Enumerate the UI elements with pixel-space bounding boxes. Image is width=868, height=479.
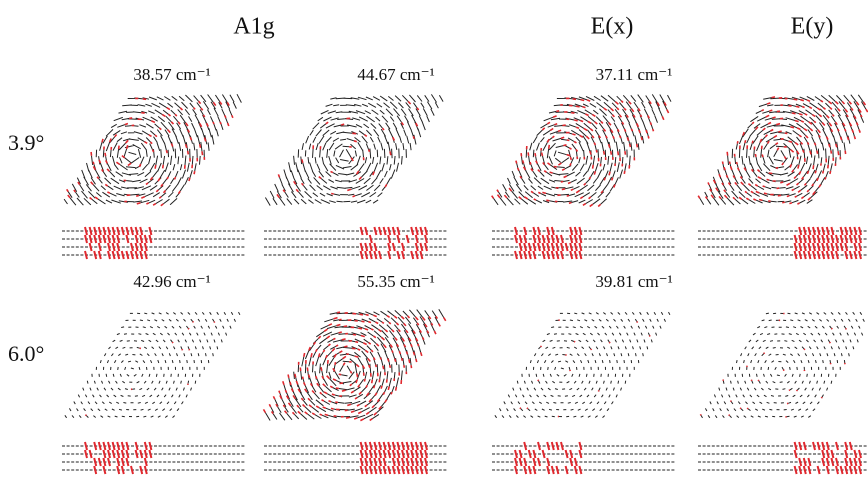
side-pattern [264,446,446,470]
column-header: E(y) [791,14,834,40]
side-arrows [361,227,427,259]
side-pattern [264,231,446,255]
side-arrows [795,227,861,259]
frequency: 42.96 cm⁻¹ [133,272,210,291]
frequency: 37.11 cm⁻¹ [596,65,673,84]
frequency: 39.81 cm⁻¹ [595,272,672,291]
side-arrows [361,442,427,474]
frequency: 38.57 cm⁻¹ [133,65,210,84]
column-header: E(x) [591,14,634,40]
side-arrows [515,227,581,259]
mode-pattern [65,312,240,418]
mode-pattern [265,309,443,420]
frequency: 44.67 cm⁻¹ [357,65,434,84]
side-pattern [62,446,244,470]
row-label: 6.0° [8,341,44,366]
row-label: 3.9° [8,130,44,155]
mode-pattern [265,94,443,205]
mode-pattern [495,312,670,418]
side-pattern [62,231,244,255]
mode-arrows [67,98,233,205]
mode-arrows [85,322,214,416]
side-arrows [795,442,861,474]
mode-pattern [700,95,866,206]
mode-arrows [700,314,846,418]
side-arrows [85,227,151,259]
frequency: 55.35 cm⁻¹ [357,272,434,291]
side-arrows [85,442,151,474]
mode-pattern [494,94,672,205]
column-header: A1g [233,14,274,40]
side-arrows [515,442,581,474]
figure: A1g E(x) E(y) 3.9° 6.0° 38.57 cm⁻¹ 44.67… [0,0,868,479]
side-pattern [492,446,674,470]
mode-pattern [701,312,864,418]
